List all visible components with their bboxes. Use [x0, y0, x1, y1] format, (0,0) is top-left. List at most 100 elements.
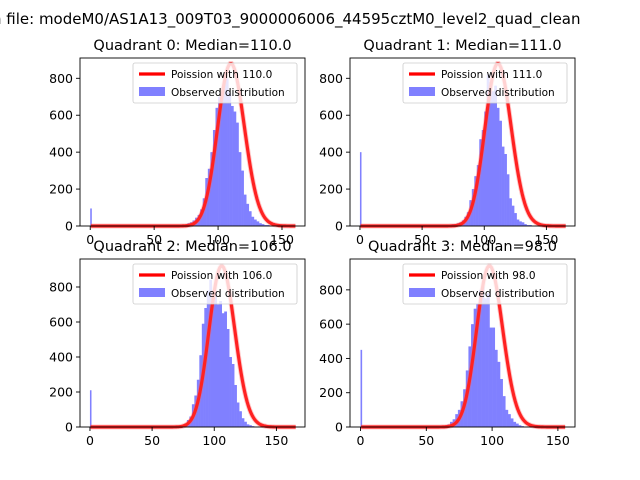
observed-bar [211, 152, 214, 226]
observed-bar [484, 298, 486, 427]
observed-bar [205, 308, 208, 427]
subplot-title: Quadrant 1: Median=111.0 [363, 38, 561, 54]
observed-bar [206, 178, 209, 226]
observed-bar [265, 225, 267, 226]
y-tick-label: 0 [335, 420, 343, 435]
observed-bar [250, 425, 252, 427]
subplot-title: Quadrant 2: Median=106.0 [93, 239, 291, 255]
x-tick-label: 50 [144, 433, 160, 448]
observed-bar [232, 106, 234, 226]
legend-observed-swatch [139, 288, 165, 297]
observed-bar [227, 78, 229, 226]
observed-bar [511, 418, 514, 427]
observed-bar [478, 289, 481, 427]
observed-bar [512, 205, 515, 226]
observed-bar [209, 280, 211, 427]
legend: Poission with 110.0 Observed distribution [132, 62, 298, 104]
observed-bar [237, 402, 240, 427]
observed-bar [481, 130, 484, 226]
legend-poisson-label: Poission with 111.0 [441, 69, 542, 81]
observed-bar [524, 224, 526, 226]
observed-bar [204, 198, 206, 226]
subplot-title: Quadrant 0: Median=110.0 [93, 38, 291, 54]
observed-bar [246, 203, 248, 226]
observed-bar [493, 327, 496, 427]
observed-bar [251, 216, 253, 226]
observed-bar [360, 349, 363, 427]
observed-bar [475, 308, 477, 427]
observed-bar [211, 290, 214, 427]
observed-bar [496, 107, 499, 226]
observed-bar [207, 168, 210, 226]
observed-bar [214, 290, 216, 427]
observed-bar [235, 385, 237, 427]
observed-bar [527, 225, 530, 226]
observed-bar [226, 329, 229, 427]
observed-bar [232, 364, 235, 427]
x-tick-label: 150 [534, 232, 558, 247]
observed-bar [481, 284, 484, 427]
observed-bar [484, 111, 486, 226]
observed-bar [495, 85, 497, 226]
subplot-quadrant-3: Quadrant 3: Median=98.0 0 50 100 150 0 200 400 6… [319, 239, 576, 448]
observed-bar [486, 74, 489, 226]
y-tick-label: 800 [319, 71, 343, 86]
observed-bar [519, 221, 521, 226]
observed-bar [247, 424, 250, 427]
observed-bar [497, 361, 499, 427]
x-tick-label: 100 [206, 232, 230, 247]
axes-frame [349, 258, 576, 428]
axes-frame [349, 57, 576, 227]
axes-frame [79, 57, 306, 227]
observed-bars [359, 74, 532, 226]
y-tick-label: 200 [319, 182, 343, 197]
observed-bar [257, 221, 260, 226]
observed-bar [485, 298, 488, 427]
observed-bar [492, 327, 494, 427]
observed-bar [510, 418, 513, 427]
observed-bar [212, 130, 215, 226]
observed-bar [502, 146, 505, 226]
x-tick-label: 150 [270, 232, 294, 247]
observed-bar [230, 357, 232, 427]
y-tick-label: 200 [49, 182, 73, 197]
observed-bar [233, 111, 235, 226]
observed-bar [198, 214, 201, 226]
x-tick-label: 100 [472, 232, 496, 247]
observed-bar [487, 74, 490, 226]
observed-bar [505, 154, 507, 226]
observed-bar [90, 208, 92, 226]
observed-bar [483, 130, 485, 226]
observed-bar [499, 120, 501, 226]
observed-bar [501, 379, 503, 427]
observed-bar [246, 424, 249, 427]
observed-bar [488, 293, 490, 427]
y-tick-label: 0 [65, 219, 73, 234]
observed-bar [517, 219, 520, 226]
observed-bar [479, 139, 481, 226]
observed-bar [208, 290, 210, 427]
observed-bar [221, 93, 224, 226]
observed-bar [228, 93, 230, 226]
observed-bar [468, 212, 470, 226]
observed-bar [506, 409, 509, 427]
observed-bar [517, 423, 519, 427]
x-tick-label: 50 [146, 232, 162, 247]
observed-bar [225, 78, 228, 226]
legend-observed-swatch [139, 87, 165, 96]
observed-bar [503, 396, 506, 427]
observed-bar [473, 308, 476, 427]
y-tick-label: 600 [319, 108, 343, 123]
observed-bar [474, 176, 476, 226]
observed-bar [530, 225, 532, 226]
x-tick-label: 0 [357, 433, 365, 448]
observed-bar [262, 224, 265, 226]
observed-bar [472, 324, 474, 427]
observed-bar [242, 418, 245, 427]
observed-bar [494, 85, 496, 226]
subplot-quadrant-2: Quadrant 2: Median=106.0 0 50 100 150 0 200 400… [49, 239, 306, 448]
y-tick-label: 800 [319, 282, 343, 297]
observed-bar [252, 216, 255, 226]
subplot-title: Quadrant 3: Median=98.0 [368, 239, 557, 255]
